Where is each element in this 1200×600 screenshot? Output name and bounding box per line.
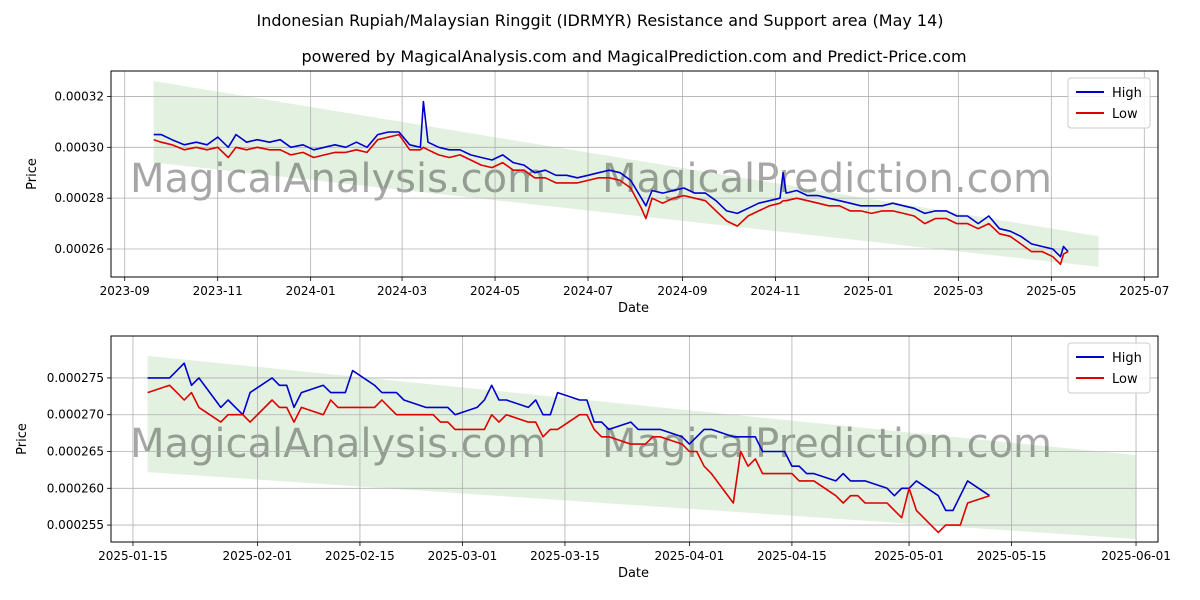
- x-tick-label: 2024-03: [377, 284, 427, 298]
- x-tick-label: 2024-11: [750, 284, 800, 298]
- x-tick-label: 2023-11: [193, 284, 243, 298]
- legend-box: [1067, 77, 1151, 129]
- plot-frame: [110, 335, 1159, 543]
- x-tick-label: 2024-05: [470, 284, 520, 298]
- x-tick-label: 2025-05: [1026, 284, 1076, 298]
- y-tick-label: 0.000275: [47, 371, 104, 385]
- x-tick-label: 2025-05-01: [874, 549, 944, 563]
- x-tick-label: 2024-09: [657, 284, 707, 298]
- series-line-low: [147, 384, 990, 534]
- x-tick-label: 2025-06-01: [1101, 549, 1171, 563]
- support-resistance-band: [153, 81, 1099, 267]
- watermark-text: MagicalPrediction.com: [602, 156, 1052, 202]
- x-tick-label: 2023-09: [100, 284, 150, 298]
- x-tick-label: 2025-02-15: [325, 549, 395, 563]
- support-resistance-band: [147, 355, 1137, 540]
- legend: High Low: [1067, 342, 1151, 394]
- x-tick-label: 2025-03-01: [428, 549, 498, 563]
- chart-title: Indonesian Rupiah/Malaysian Ringgit (IDR…: [256, 11, 943, 30]
- legend-label-low: Low: [1112, 107, 1138, 122]
- x-tick-label: 2025-01: [843, 284, 893, 298]
- bottom-chart-panel: MagicalAnalysis.com MagicalPrediction.com…: [15, 335, 1171, 581]
- watermark-text: MagicalPrediction.com: [602, 421, 1052, 467]
- x-tick-label: 2025-07: [1119, 284, 1169, 298]
- y-tick-label: 0.00026: [54, 242, 104, 256]
- x-tick-label: 2025-03: [933, 284, 983, 298]
- y-tick-label: 0.000270: [47, 408, 104, 422]
- watermark-text: MagicalAnalysis.com: [130, 156, 546, 202]
- x-axis-label: Date: [618, 566, 649, 581]
- y-tick-label: 0.00032: [54, 89, 104, 103]
- x-axis-label: Date: [618, 301, 649, 316]
- x-tick-label: 2025-05-15: [977, 549, 1047, 563]
- y-tick-label: 0.000255: [47, 518, 104, 532]
- top-chart-panel: MagicalAnalysis.com MagicalPrediction.com…: [25, 70, 1169, 316]
- series-line-low: [153, 133, 1069, 266]
- series-line-high: [147, 362, 991, 512]
- x-tick-label: 2025-01-15: [98, 549, 168, 563]
- x-tick-label: 2025-03-15: [530, 549, 600, 563]
- legend-box: [1067, 342, 1151, 394]
- watermark-text: MagicalAnalysis.com: [130, 421, 546, 467]
- legend-label-high: High: [1112, 351, 1142, 366]
- series-line-high: [153, 100, 1069, 258]
- y-tick-label: 0.000260: [47, 481, 104, 495]
- y-tick-label: 0.00028: [54, 191, 104, 205]
- legend-label-high: High: [1112, 86, 1142, 101]
- y-tick-label: 0.000265: [47, 445, 104, 459]
- y-tick-label: 0.00030: [54, 140, 104, 154]
- x-tick-label: 2025-02-01: [223, 549, 293, 563]
- y-axis-label: Price: [25, 158, 40, 190]
- chart-subtitle: powered by MagicalAnalysis.com and Magic…: [301, 47, 966, 66]
- y-axis-label: Price: [15, 423, 30, 455]
- x-tick-label: 2025-04-15: [757, 549, 827, 563]
- x-tick-label: 2025-04-01: [655, 549, 725, 563]
- x-tick-label: 2024-01: [286, 284, 336, 298]
- x-tick-label: 2024-07: [563, 284, 613, 298]
- legend-label-low: Low: [1112, 372, 1138, 387]
- legend: High Low: [1067, 77, 1151, 129]
- plot-frame: [110, 70, 1159, 278]
